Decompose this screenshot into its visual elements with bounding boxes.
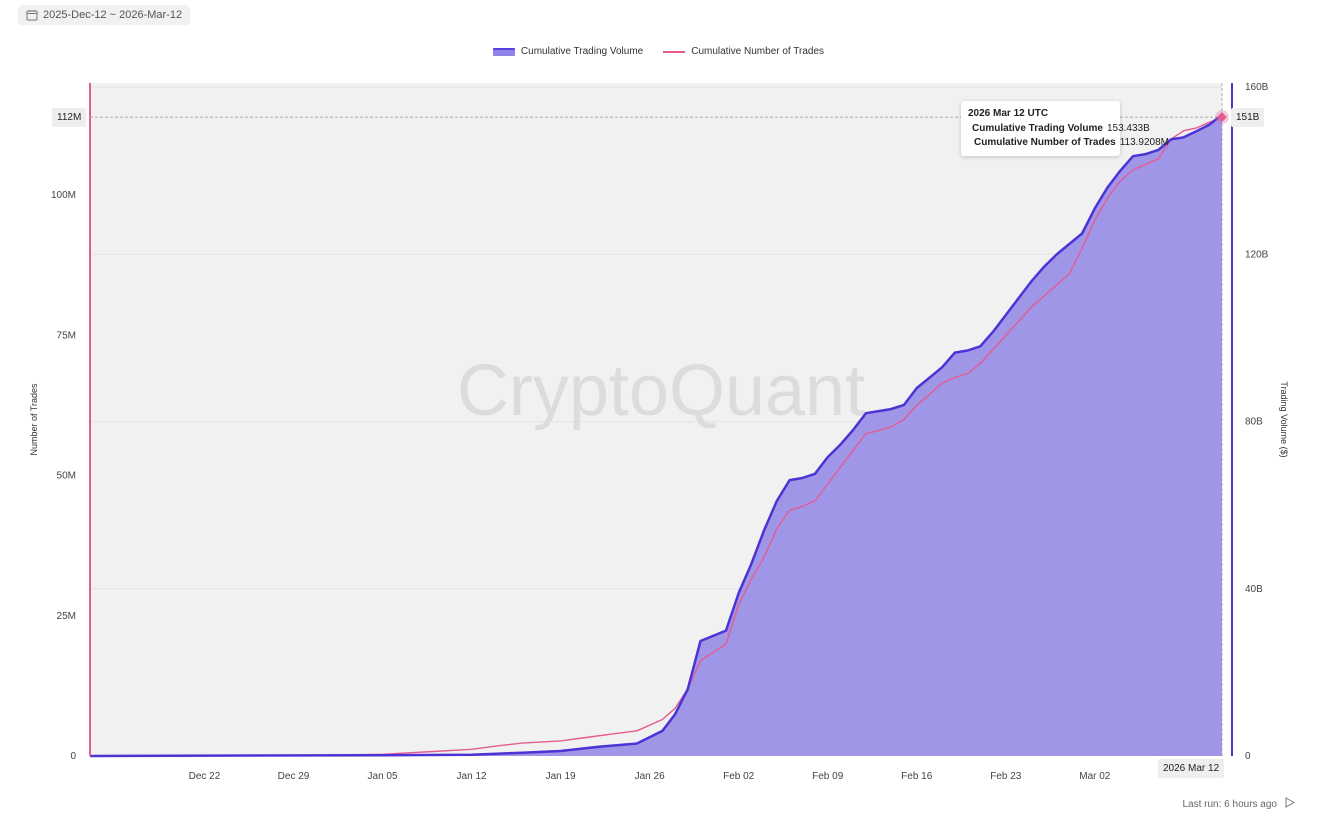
- footer-status: Last run: 6 hours ago: [1182, 797, 1296, 811]
- y-tick-right: 0: [1245, 751, 1251, 762]
- x-tick: Jan 05: [368, 771, 398, 782]
- legend-label-trades: Cumulative Number of Trades: [691, 46, 825, 57]
- y-axis-left-label: Number of Trades: [29, 383, 39, 456]
- diamond-marker-icon: [966, 140, 972, 146]
- tooltip-series-value: 153.433B: [1106, 123, 1150, 134]
- y-tick-left: 0: [70, 751, 76, 762]
- y-tick-left: 75M: [57, 330, 76, 341]
- series-volume-area: [90, 114, 1222, 757]
- date-range-picker[interactable]: 2025-Dec-12 ~ 2026-Mar-12: [18, 5, 191, 25]
- chart-tooltip: 2026 Mar 12 UTC Cumulative Trading Volum…: [961, 101, 1169, 156]
- tooltip-series-name: Cumulative Trading Volume: [972, 123, 1103, 134]
- play-icon[interactable]: [1285, 797, 1296, 811]
- x-tick: Feb 02: [723, 771, 755, 782]
- x-tick: Feb 09: [812, 771, 844, 782]
- chart-legend: Cumulative Trading Volume Cumulative Num…: [0, 46, 1317, 57]
- x-tick: Jan 26: [635, 771, 665, 782]
- legend-item-trades[interactable]: Cumulative Number of Trades: [663, 46, 824, 57]
- legend-label-volume: Cumulative Trading Volume: [520, 46, 644, 57]
- calendar-icon: [26, 9, 38, 21]
- x-tick: Mar 02: [1079, 771, 1111, 782]
- tooltip-series-value: 113.9208M: [1119, 137, 1169, 148]
- x-tick: Dec 29: [278, 771, 310, 782]
- x-tick: Jan 19: [546, 771, 576, 782]
- x-tick: Feb 23: [990, 771, 1022, 782]
- crosshair: [90, 83, 1229, 756]
- series-trades-line: [89, 116, 1223, 757]
- tick-labels: 0 25M 50M 75M 100M 0 40B 80B 120B 160B Dec 22 Dec 2…: [51, 82, 1269, 782]
- date-range-text: 2025-Dec-12 ~ 2026-Mar-12: [43, 9, 183, 21]
- y-tick-right: 120B: [1245, 249, 1269, 260]
- watermark: CryptoQuant: [457, 351, 865, 431]
- x-tick: Jan 12: [457, 771, 487, 782]
- y-axis-right-label: Trading Volume ($): [1279, 381, 1289, 457]
- x-tick: Feb 16: [901, 771, 933, 782]
- tooltip-row-trades: Cumulative Number of Trades 113.9208M: [966, 136, 1169, 150]
- tooltip-row-volume: Cumulative Trading Volume 153.433B: [968, 122, 1150, 136]
- pointer-label-bottom: 2026 Mar 12: [1158, 759, 1225, 778]
- y-tick-right: 80B: [1245, 417, 1263, 428]
- tooltip-series-name: Cumulative Number of Trades: [974, 137, 1116, 148]
- pointer-label-right: 151B: [1231, 107, 1265, 127]
- legend-item-volume[interactable]: Cumulative Trading Volume: [492, 46, 644, 57]
- y-tick-left: 25M: [57, 611, 76, 622]
- x-tick: Dec 22: [189, 771, 221, 782]
- y-tick-left: 50M: [57, 471, 76, 482]
- pointer-label-left: 112M: [52, 107, 87, 127]
- last-run-text: Last run: 6 hours ago: [1182, 798, 1277, 810]
- tooltip-title: 2026 Mar 12 UTC: [968, 108, 1049, 119]
- y-tick-right: 40B: [1245, 584, 1263, 595]
- diamond-marker-icon: [1217, 112, 1227, 123]
- legend-swatch-trades: [663, 50, 686, 53]
- y-tick-right: 160B: [1245, 82, 1269, 93]
- legend-swatch-volume: [492, 47, 515, 56]
- series-volume-line: [89, 113, 1223, 758]
- y-tick-left: 100M: [51, 190, 76, 201]
- axes: [89, 83, 1233, 756]
